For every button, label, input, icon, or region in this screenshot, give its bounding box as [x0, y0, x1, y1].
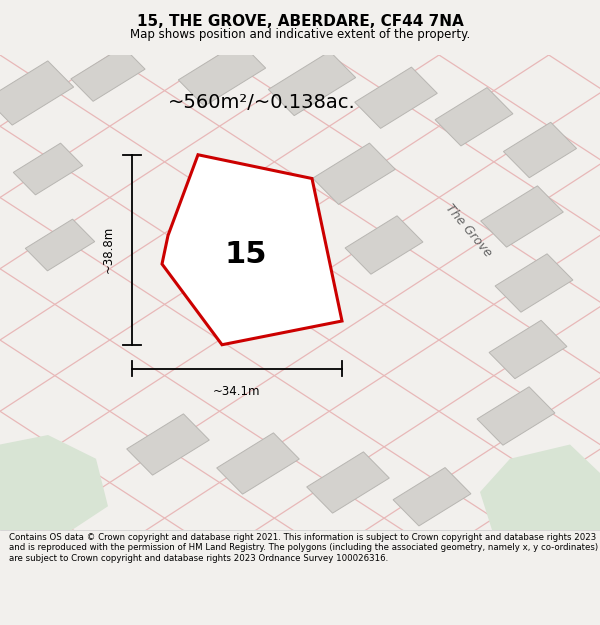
- Polygon shape: [268, 51, 356, 116]
- Polygon shape: [393, 468, 471, 526]
- Polygon shape: [435, 88, 513, 146]
- Polygon shape: [25, 219, 95, 271]
- Text: Contains OS data © Crown copyright and database right 2021. This information is : Contains OS data © Crown copyright and d…: [9, 533, 598, 562]
- Polygon shape: [217, 433, 299, 494]
- Polygon shape: [0, 435, 108, 530]
- Polygon shape: [313, 143, 395, 204]
- Polygon shape: [0, 61, 74, 125]
- Polygon shape: [503, 122, 577, 177]
- Text: ~38.8m: ~38.8m: [102, 226, 115, 273]
- Polygon shape: [307, 452, 389, 513]
- Text: The Grove: The Grove: [442, 202, 494, 260]
- Text: 15, THE GROVE, ABERDARE, CF44 7NA: 15, THE GROVE, ABERDARE, CF44 7NA: [137, 14, 463, 29]
- Polygon shape: [481, 186, 563, 247]
- Polygon shape: [495, 254, 573, 312]
- Text: Map shows position and indicative extent of the property.: Map shows position and indicative extent…: [130, 28, 470, 41]
- Polygon shape: [71, 47, 145, 101]
- Polygon shape: [178, 42, 266, 106]
- Polygon shape: [489, 321, 567, 379]
- Text: ~560m²/~0.138ac.: ~560m²/~0.138ac.: [168, 93, 356, 112]
- Polygon shape: [162, 155, 342, 345]
- Polygon shape: [477, 387, 555, 445]
- Polygon shape: [480, 444, 600, 530]
- Polygon shape: [13, 143, 83, 195]
- Polygon shape: [345, 216, 423, 274]
- Polygon shape: [355, 67, 437, 128]
- Text: ~34.1m: ~34.1m: [213, 385, 261, 398]
- Polygon shape: [127, 414, 209, 475]
- Text: 15: 15: [225, 240, 267, 269]
